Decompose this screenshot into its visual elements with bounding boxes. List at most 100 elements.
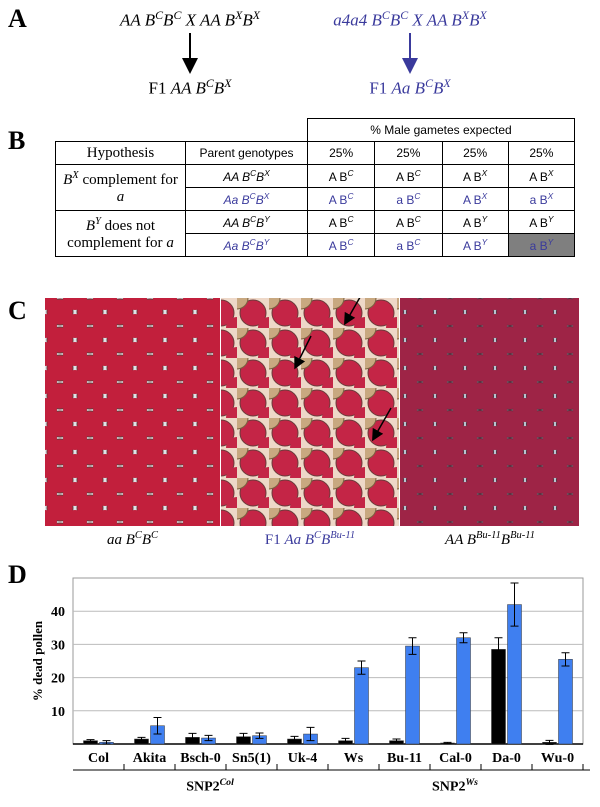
cell: BY does not complement for a <box>55 210 186 257</box>
x-tick-label: Da-0 <box>492 751 521 766</box>
text: C <box>155 8 164 22</box>
text: a B <box>529 239 548 253</box>
text: Col <box>219 777 234 788</box>
text: X <box>481 191 488 201</box>
text: B <box>469 10 480 30</box>
y-tick-label: 10 <box>51 705 65 720</box>
group-label: SNP2Col <box>150 777 270 796</box>
text: A B <box>462 239 482 253</box>
error-bar <box>494 637 503 662</box>
panel-label: C <box>8 296 27 325</box>
cell: A BX <box>441 164 509 188</box>
text: Y <box>547 237 554 247</box>
text: C <box>134 530 142 541</box>
cell: 25% <box>507 141 576 165</box>
text: B <box>321 532 331 548</box>
text: C <box>414 237 421 247</box>
error-bar <box>341 737 350 744</box>
bar <box>354 667 369 745</box>
cell: Parent genotypes <box>185 141 308 165</box>
text: A B <box>529 216 548 230</box>
cell: a BX <box>507 187 576 211</box>
text: B <box>163 10 174 30</box>
text: AA B <box>170 78 206 98</box>
cell <box>56 119 186 142</box>
text: Bu-11 <box>476 530 501 541</box>
micrographs <box>45 298 579 526</box>
error-bar <box>392 738 401 743</box>
cell: a BC <box>374 233 443 257</box>
cell: A BC <box>306 210 376 234</box>
x-tick-label: Akita <box>133 751 166 766</box>
text: F1 <box>369 78 392 98</box>
cell: A BY <box>507 210 576 234</box>
text: C <box>414 214 421 224</box>
text: C <box>250 214 257 224</box>
text: A B <box>529 170 548 184</box>
error-bar <box>561 652 570 667</box>
caption: aa BCBC <box>45 530 220 549</box>
text: X <box>547 191 554 201</box>
y-tick-label: 40 <box>51 605 65 620</box>
panel-label: D <box>8 560 27 589</box>
text: C <box>347 237 354 247</box>
text: C <box>347 168 354 178</box>
text: AA B <box>445 532 476 548</box>
cell: A BX <box>507 164 576 188</box>
text: X <box>235 8 243 22</box>
text: B <box>256 170 265 184</box>
x-tick-label: Bu-11 <box>387 751 422 766</box>
error-bar <box>255 732 264 739</box>
bar <box>558 659 573 745</box>
x-tick-label: Cal-0 <box>439 751 472 766</box>
text: a <box>116 188 125 205</box>
text: C <box>347 214 354 224</box>
text: X <box>479 8 487 22</box>
text: C <box>173 8 182 22</box>
text: Y <box>547 214 554 224</box>
text: X <box>252 8 260 22</box>
text: A B <box>462 216 482 230</box>
text: Aa B <box>223 193 250 207</box>
y-tick-label: 30 <box>51 638 65 653</box>
text: X <box>263 191 270 201</box>
text: Y <box>481 214 488 224</box>
text: X <box>443 76 451 90</box>
text: X <box>264 168 270 178</box>
cell: A BC <box>374 164 443 188</box>
y-tick-label: 20 <box>51 672 65 687</box>
text: A B <box>396 170 415 184</box>
text: Ws <box>465 777 478 788</box>
cell: A BC <box>374 210 443 234</box>
text: B <box>389 10 401 30</box>
error-bar <box>459 632 468 644</box>
text: does not complement for <box>67 217 167 251</box>
error-bar <box>86 739 95 743</box>
text: X <box>72 169 79 181</box>
text: AA B <box>223 216 251 230</box>
error-bar <box>204 734 213 742</box>
panel-label: A <box>8 4 27 33</box>
text: B <box>213 78 225 98</box>
arrows <box>182 33 418 74</box>
text: Bu-11 <box>330 530 356 541</box>
error-bar <box>239 732 248 741</box>
cross: a4a4 BCBC X AA BXBX <box>260 8 560 31</box>
text: C <box>414 191 421 201</box>
error-bar <box>545 739 554 745</box>
text: B <box>85 217 96 234</box>
error-bar <box>306 726 315 742</box>
text: F1 <box>148 78 171 98</box>
cell: % Male gametes expected <box>307 118 575 142</box>
text: B <box>141 532 152 548</box>
error-bar <box>290 735 299 743</box>
text: Aa B <box>284 532 315 548</box>
text: C <box>400 8 409 22</box>
text: A B <box>328 239 348 253</box>
text: SNP2 <box>432 779 466 795</box>
text: A B <box>396 216 415 230</box>
text: X AA B <box>181 10 236 30</box>
cell: a BY <box>507 233 576 257</box>
text: C <box>314 530 322 541</box>
